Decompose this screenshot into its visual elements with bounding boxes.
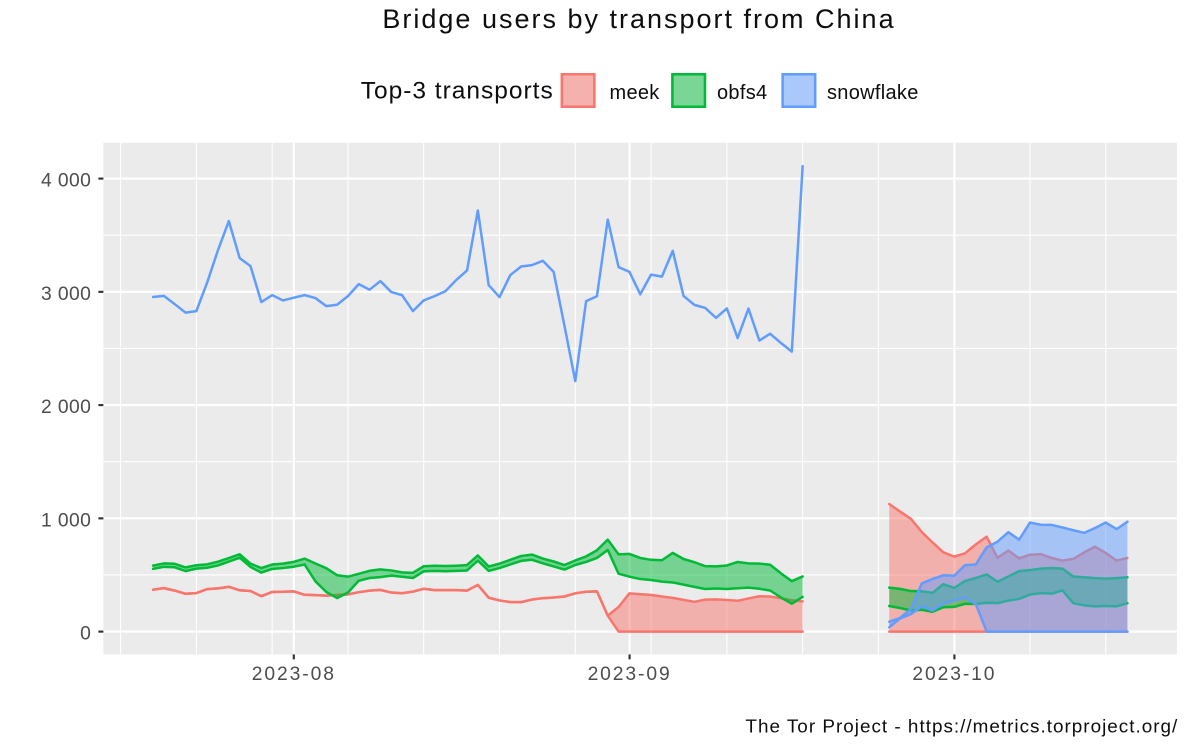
svg-text:3 000: 3 000: [41, 284, 91, 305]
svg-text:2023-10: 2023-10: [912, 664, 996, 685]
svg-text:2023-08: 2023-08: [252, 664, 336, 685]
svg-text:The Tor Project - https://metr: The Tor Project - https://metrics.torpro…: [745, 717, 1178, 738]
svg-text:1 000: 1 000: [41, 510, 91, 531]
svg-text:Bridge users by transport from: Bridge users by transport from China: [382, 4, 895, 34]
svg-text:2023-09: 2023-09: [588, 664, 672, 685]
svg-text:4 000: 4 000: [41, 171, 91, 192]
svg-text:Top-3 transports: Top-3 transports: [361, 78, 554, 105]
svg-text:0: 0: [80, 624, 91, 645]
svg-text:obfs4: obfs4: [717, 82, 767, 104]
svg-text:2 000: 2 000: [41, 397, 91, 418]
svg-text:meek: meek: [610, 82, 661, 104]
svg-text:snowflake: snowflake: [827, 82, 919, 104]
